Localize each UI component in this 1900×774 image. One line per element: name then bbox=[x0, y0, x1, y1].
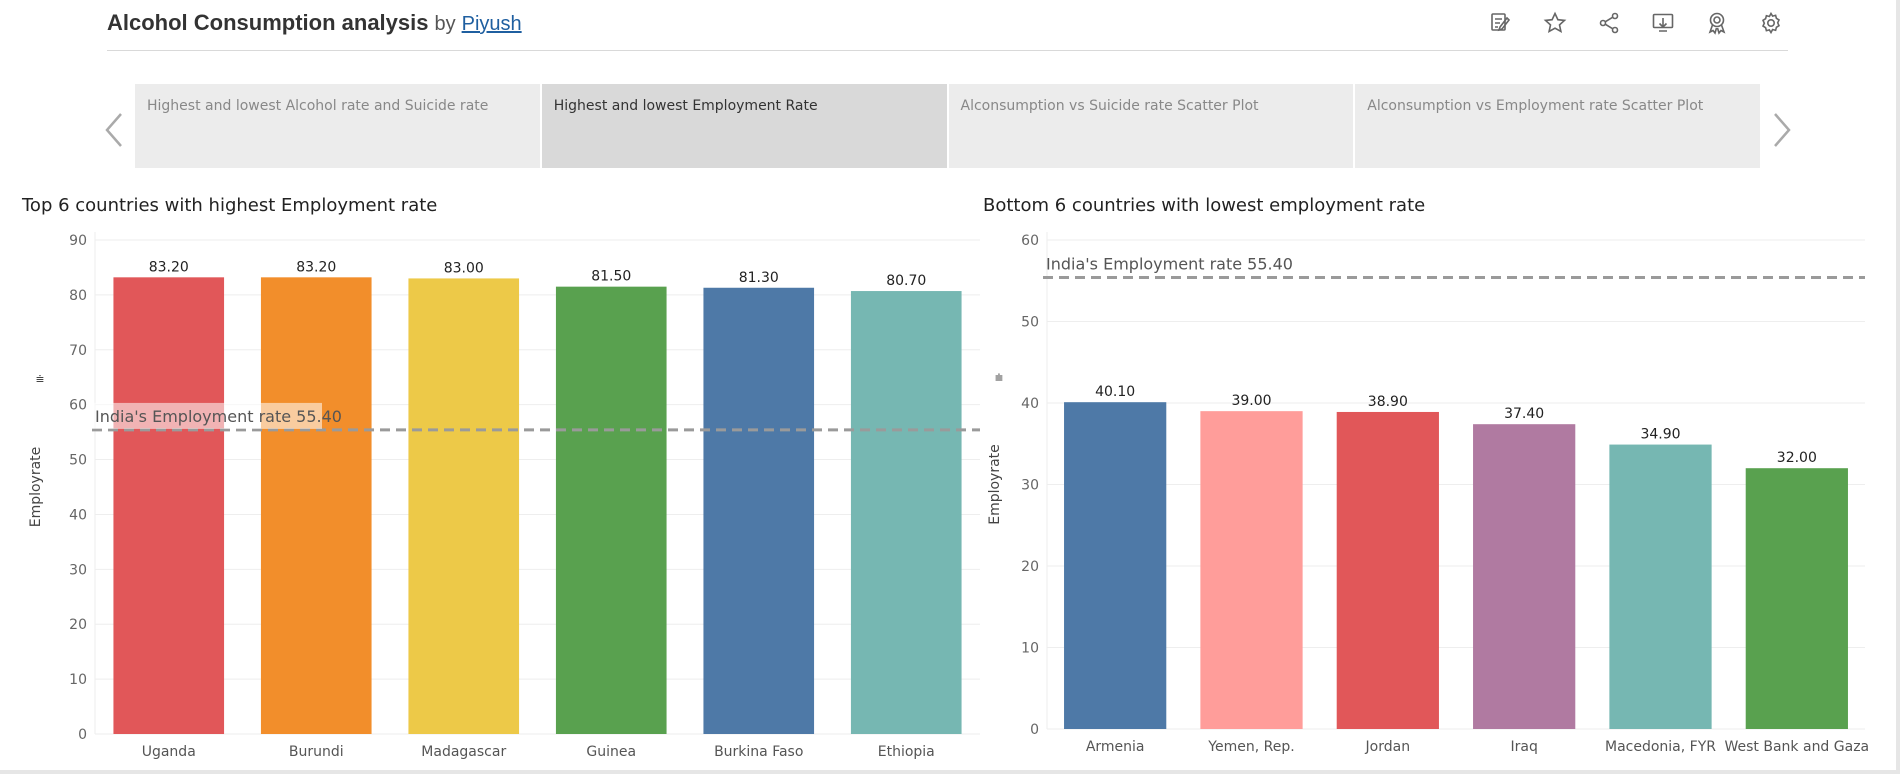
chart-1-y-tick-6: 60 bbox=[69, 398, 87, 414]
story-point-3[interactable]: Alconsumption vs Suicide rate Scatter Pl… bbox=[948, 84, 1354, 168]
chart-1-y-tick-0: 0 bbox=[78, 727, 87, 743]
chart-1-bar-2[interactable] bbox=[408, 278, 520, 734]
chart-2-bar-3[interactable] bbox=[1473, 424, 1576, 729]
chart-1-category-label-2: Madagascar bbox=[421, 744, 506, 760]
toolbar bbox=[1484, 8, 1788, 38]
chart-1-bar-0[interactable] bbox=[113, 277, 225, 734]
chart-1-y-tick-3: 30 bbox=[69, 562, 87, 578]
download-icon bbox=[1652, 13, 1674, 32]
chart-2-y-tick-3: 30 bbox=[1021, 478, 1039, 494]
story-point-1[interactable]: Highest and lowest Alcohol rate and Suic… bbox=[135, 84, 540, 168]
share-button[interactable] bbox=[1592, 8, 1626, 38]
chart-2-axis-menu-icon[interactable]: ⩧ bbox=[995, 370, 1003, 386]
top-employment-bar-chart: Employrate ⩧ 0 10 20 30 40 50 60 70 80 90 83.20 Ugand… bbox=[28, 232, 980, 760]
previous-story-point-button[interactable] bbox=[94, 100, 134, 160]
chart-1-y-tick-5: 50 bbox=[69, 453, 87, 469]
chart-2-data-label-1: 39.00 bbox=[1231, 393, 1271, 409]
chart-2-y-tick-1: 10 bbox=[1021, 641, 1039, 657]
chart-1-title: Top 6 countries with highest Employment … bbox=[22, 195, 438, 216]
chart-2-category-label-0: Armenia bbox=[1086, 739, 1145, 755]
dashboard-header: Alcohol Consumption analysis by Piyush bbox=[107, 0, 1788, 51]
author-link[interactable]: Piyush bbox=[461, 13, 522, 35]
chart-1-data-label-2: 83.00 bbox=[444, 260, 484, 276]
chart-1-data-label-5: 80.70 bbox=[886, 273, 926, 289]
chart-1-y-tick-9: 90 bbox=[69, 233, 87, 249]
chart-2-data-label-2: 38.90 bbox=[1368, 394, 1408, 410]
chart-2-data-label-5: 32.00 bbox=[1777, 450, 1817, 466]
chart-1-y-tick-2: 20 bbox=[69, 617, 87, 633]
by-label: by bbox=[434, 13, 456, 35]
chart-1-data-label-0: 83.20 bbox=[149, 259, 189, 275]
chart-2-y-tick-4: 40 bbox=[1021, 396, 1039, 412]
chart-2-title: Bottom 6 countries with lowest employmen… bbox=[983, 195, 1426, 216]
chart-2-category-label-3: Iraq bbox=[1510, 739, 1537, 755]
settings-button[interactable] bbox=[1754, 8, 1788, 38]
chart-2-y-tick-0: 0 bbox=[1030, 722, 1039, 738]
metrics-badge-icon bbox=[1708, 12, 1726, 35]
chart-1-reference-line-label: India's Employment rate 55.40 bbox=[95, 407, 342, 426]
bottom-employment-bar-chart: Employrate ⩧ 0 10 20 30 40 50 60 40.10 Armenia 39.0… bbox=[987, 232, 1870, 755]
chevron-left-icon bbox=[105, 113, 122, 147]
chart-1-data-label-3: 81.50 bbox=[591, 269, 631, 285]
vertical-scrollbar[interactable] bbox=[1896, 0, 1900, 774]
title-block: Alcohol Consumption analysis by Piyush bbox=[107, 10, 522, 36]
chart-2-y-axis-label: Employrate bbox=[987, 444, 1003, 525]
chart-2-category-label-5: West Bank and Gaza bbox=[1725, 739, 1870, 755]
chart-2-bar-5[interactable] bbox=[1745, 468, 1848, 729]
chart-2-category-label-1: Yemen, Rep. bbox=[1207, 739, 1294, 755]
chart-2-category-label-2: Jordan bbox=[1365, 739, 1411, 755]
chart-2-bar-2[interactable] bbox=[1336, 411, 1439, 729]
favorite-button[interactable] bbox=[1538, 8, 1572, 38]
chart-1-y-tick-1: 10 bbox=[69, 672, 87, 688]
next-story-point-button[interactable] bbox=[1762, 100, 1802, 160]
chart-1-category-label-4: Burkina Faso bbox=[714, 744, 803, 760]
share-icon bbox=[1599, 12, 1619, 34]
chart-2-y-tick-6: 60 bbox=[1021, 233, 1039, 249]
chart-2-data-label-3: 37.40 bbox=[1504, 406, 1544, 422]
chart-2-bar-1[interactable] bbox=[1200, 411, 1303, 729]
chart-1-axis-menu-icon[interactable]: ⩧ bbox=[36, 371, 44, 387]
story-point-4[interactable]: Alconsumption vs Employment rate Scatter… bbox=[1355, 84, 1760, 168]
chart-1-reference-label-bg bbox=[92, 402, 322, 429]
chart-1-bar-3[interactable] bbox=[555, 286, 667, 734]
chart-1-data-label-4: 81.30 bbox=[739, 270, 779, 286]
chart-2-bar-4[interactable] bbox=[1609, 444, 1712, 729]
settings-gear-icon bbox=[1761, 11, 1781, 35]
chart-1-category-label-3: Guinea bbox=[586, 744, 636, 760]
chart-1-bar-1[interactable] bbox=[260, 277, 372, 734]
chart-2-category-label-4: Macedonia, FYR bbox=[1605, 739, 1716, 755]
edit-button[interactable] bbox=[1484, 8, 1518, 38]
favorite-star-icon bbox=[1543, 11, 1567, 34]
chart-1-bar-5[interactable] bbox=[850, 291, 962, 734]
page-title: Alcohol Consumption analysis bbox=[107, 10, 429, 35]
chart-1-y-tick-8: 80 bbox=[69, 288, 87, 304]
download-button[interactable] bbox=[1646, 8, 1680, 38]
chart-2-bar-0[interactable] bbox=[1064, 402, 1167, 729]
chart-1-y-axis-label: Employrate bbox=[28, 447, 44, 528]
chart-2-y-tick-5: 50 bbox=[1021, 315, 1039, 331]
chart-1-y-tick-7: 70 bbox=[69, 343, 87, 359]
chevron-right-icon bbox=[1774, 113, 1791, 147]
metrics-button[interactable] bbox=[1700, 8, 1734, 38]
chart-2-data-label-0: 40.10 bbox=[1095, 384, 1135, 400]
chart-2-reference-line-label: India's Employment rate 55.40 bbox=[1046, 254, 1293, 273]
chart-1-category-label-0: Uganda bbox=[142, 744, 196, 760]
chart-1-bar-4[interactable] bbox=[703, 287, 815, 734]
horizontal-scrollbar[interactable] bbox=[0, 770, 1900, 774]
chart-2-data-label-4: 34.90 bbox=[1640, 427, 1680, 443]
story-points-bar: Highest and lowest Alcohol rate and Suic… bbox=[135, 84, 1760, 168]
chart-1-y-tick-4: 40 bbox=[69, 507, 87, 523]
chart-1-data-label-1: 83.20 bbox=[296, 259, 336, 275]
chart-1-category-label-5: Ethiopia bbox=[878, 744, 935, 760]
story-point-2[interactable]: Highest and lowest Employment Rate bbox=[541, 84, 947, 168]
chart-2-y-tick-2: 20 bbox=[1021, 559, 1039, 575]
edit-icon bbox=[1491, 13, 1511, 32]
chart-1-category-label-1: Burundi bbox=[289, 744, 344, 760]
